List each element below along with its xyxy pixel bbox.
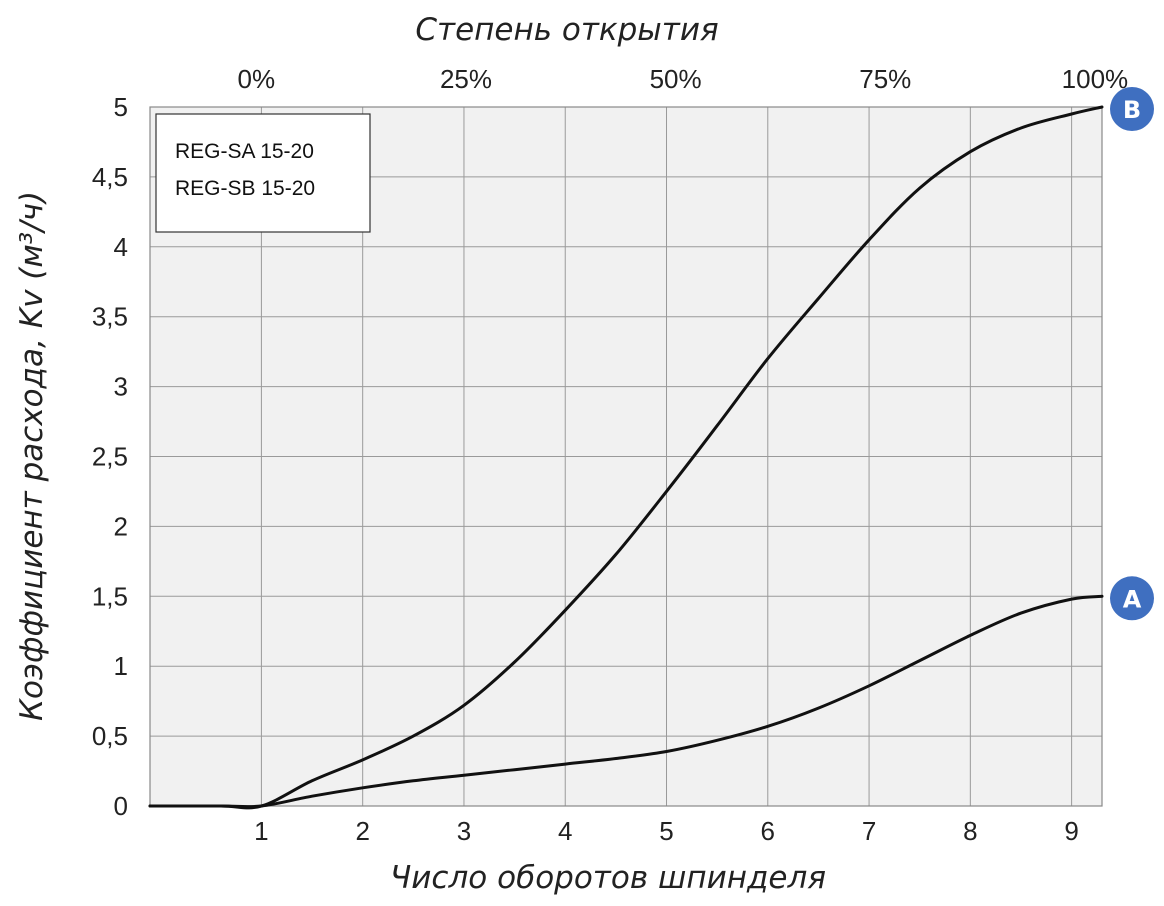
x-axis-ticks: 1 2 3 4 5 6 7 8 9 xyxy=(254,816,1079,846)
y-tick-label: 0,5 xyxy=(92,721,128,751)
svg-text:B: B xyxy=(1123,96,1141,124)
x-tick-label: 7 xyxy=(862,816,876,846)
top-axis-title: Степень открытия xyxy=(415,12,718,48)
series-line-a xyxy=(148,594,1104,809)
y-tick-label: 1 xyxy=(114,651,128,681)
y-tick-label: 4 xyxy=(114,232,128,262)
x-tick-label: 3 xyxy=(457,816,471,846)
svg-text:A: A xyxy=(1123,585,1142,613)
series-lines xyxy=(148,105,1104,810)
series-marker-b: B xyxy=(1110,87,1154,131)
x-tick-label: 8 xyxy=(963,816,977,846)
top-tick-label: 25% xyxy=(440,64,492,94)
top-axis-ticks: 0% 25% 50% 75% 100% xyxy=(238,64,1129,94)
x-tick-label: 6 xyxy=(761,816,775,846)
x-tick-label: 1 xyxy=(254,816,268,846)
legend-box: REG-SA 15-20 REG-SB 15-20 xyxy=(155,113,371,233)
y-tick-label: 2 xyxy=(114,511,128,541)
y-tick-label: 1,5 xyxy=(92,581,128,611)
top-tick-label: 0% xyxy=(238,64,276,94)
y-axis-ticks: 0 0,5 1 1,5 2 2,5 3 3,5 4 4,5 5 xyxy=(92,92,128,821)
x-tick-label: 4 xyxy=(558,816,572,846)
x-tick-label: 5 xyxy=(659,816,673,846)
top-tick-label: 50% xyxy=(650,64,702,94)
y-tick-label: 0 xyxy=(114,791,128,821)
y-tick-label: 2,5 xyxy=(92,442,128,472)
series-line-b xyxy=(148,105,1104,810)
y-tick-label: 3 xyxy=(114,372,128,402)
y-tick-label: 4,5 xyxy=(92,162,128,192)
plot-frame xyxy=(149,106,1103,807)
top-tick-label: 100% xyxy=(1062,64,1129,94)
y-tick-label: 5 xyxy=(114,92,128,122)
legend-line-2: REG-SB 15-20 xyxy=(175,177,315,200)
x-axis-title: Число оборотов шпинделя xyxy=(390,860,826,896)
y-tick-label: 3,5 xyxy=(92,302,128,332)
series-markers: BA xyxy=(1110,87,1154,621)
series-marker-a: A xyxy=(1110,576,1154,621)
x-tick-label: 2 xyxy=(355,816,369,846)
legend-line-1: REG-SA 15-20 xyxy=(175,140,314,163)
y-axis-title: Коэффициент расхода, Kv (м³/ч) xyxy=(14,191,50,721)
top-tick-label: 75% xyxy=(859,64,911,94)
x-tick-label: 9 xyxy=(1064,816,1078,846)
